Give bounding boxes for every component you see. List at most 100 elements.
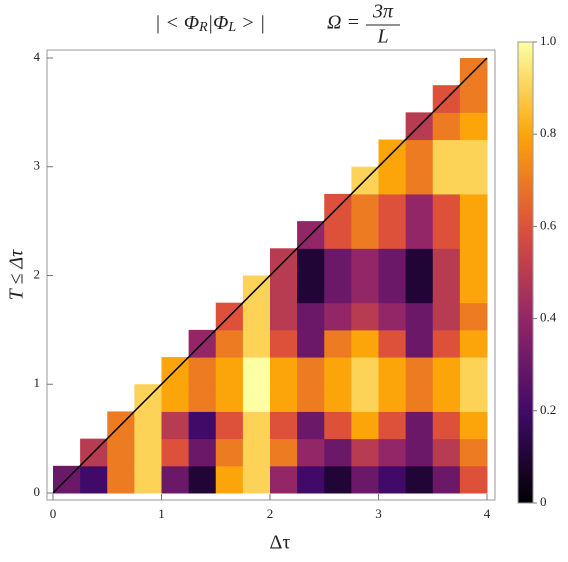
heat-cell — [324, 329, 352, 358]
heat-cell — [188, 411, 217, 440]
heat-cell — [432, 193, 461, 222]
heat-cell — [378, 438, 407, 467]
heat-cell — [405, 411, 434, 440]
heat-cell — [215, 384, 244, 412]
heat-cell — [270, 465, 298, 494]
heat-cell — [270, 329, 298, 358]
heat-cell — [188, 438, 217, 467]
heat-cell — [459, 329, 488, 358]
heat-cell — [351, 302, 379, 331]
title-piece: | < Φ — [155, 12, 199, 34]
heat-cell — [297, 329, 325, 358]
title-piece: > | — [236, 12, 265, 34]
heat-cell — [405, 438, 434, 467]
heat-cell — [459, 112, 488, 141]
heat-cell — [432, 411, 461, 440]
heat-cell — [351, 411, 379, 440]
heat-cell — [215, 438, 244, 467]
heat-cell — [378, 221, 407, 249]
heat-cell — [351, 275, 379, 304]
heat-cell — [324, 384, 352, 412]
heat-cell — [378, 302, 407, 331]
heat-cell — [161, 438, 190, 467]
colorbar-tick-label: 0 — [540, 494, 547, 509]
heat-cell — [270, 438, 298, 467]
heat-cell — [378, 384, 407, 412]
heat-cell — [188, 357, 217, 385]
heat-cell — [297, 275, 325, 304]
heat-cell — [270, 275, 298, 304]
heat-cell — [324, 248, 352, 276]
chart-title: | < ΦR|ΦL > | — [155, 12, 265, 36]
heat-cell — [351, 384, 379, 412]
title-piece: R — [198, 20, 208, 35]
heat-cell — [324, 465, 352, 494]
heat-cell — [432, 465, 461, 494]
heat-cell — [405, 275, 434, 304]
heat-cell — [242, 357, 271, 385]
heat-cell — [270, 411, 298, 440]
heat-cell — [405, 465, 434, 494]
y-tick-label: 1 — [34, 375, 41, 390]
heat-cell — [324, 411, 352, 440]
heat-cell — [405, 248, 434, 276]
heat-cell — [242, 384, 271, 412]
heat-cell — [161, 465, 190, 494]
heat-cell — [134, 438, 162, 467]
x-axis-label: Δτ — [270, 532, 291, 554]
heat-cell — [242, 465, 271, 494]
heat-cell — [351, 329, 379, 358]
y-tick-label: 3 — [34, 158, 41, 173]
heat-cell — [351, 221, 379, 249]
diagonal-edge — [52, 57, 488, 494]
heat-cell — [351, 193, 379, 222]
heat-cell — [378, 357, 407, 385]
colorbar-tick-label: 0.2 — [540, 402, 556, 417]
x-tick-label: 1 — [158, 506, 165, 521]
heat-cell — [459, 302, 488, 331]
heat-cell — [215, 357, 244, 385]
heat-cell — [459, 438, 488, 467]
annotation-denominator: L — [376, 26, 388, 48]
heat-cell — [405, 166, 434, 195]
heat-cell — [107, 465, 135, 494]
heat-cell — [432, 357, 461, 385]
heat-cell — [378, 329, 407, 358]
heat-cell — [432, 302, 461, 331]
heat-cell — [405, 139, 434, 168]
y-axis-label: T ≤ Δτ — [6, 249, 28, 300]
heat-cell — [378, 193, 407, 222]
heat-cell — [378, 166, 407, 195]
y-tick-label: 0 — [34, 484, 41, 499]
heat-cell — [324, 221, 352, 249]
heat-cell — [432, 166, 461, 195]
heat-cell — [432, 275, 461, 304]
heat-cell — [215, 329, 244, 358]
heat-cell — [270, 302, 298, 331]
heat-cell — [459, 139, 488, 168]
heat-cell — [324, 275, 352, 304]
heat-cell — [459, 384, 488, 412]
x-tick-label: 0 — [50, 506, 57, 521]
heat-cell — [324, 302, 352, 331]
colorbar — [517, 41, 534, 504]
title-piece: |Φ — [208, 12, 229, 34]
heat-cell — [215, 465, 244, 494]
heat-cell — [270, 357, 298, 385]
heat-cell — [432, 112, 461, 141]
heat-cell — [405, 221, 434, 249]
heat-cell — [242, 411, 271, 440]
heat-cell — [351, 357, 379, 385]
heat-cell — [432, 248, 461, 276]
colorbar-tick-label: 1.0 — [540, 33, 556, 48]
heat-cell — [351, 248, 379, 276]
heat-cell — [297, 438, 325, 467]
heat-cell — [161, 384, 190, 412]
heat-cell — [405, 193, 434, 222]
heat-cell — [459, 85, 488, 113]
annotation-numerator: 3π — [372, 1, 394, 23]
heat-cell — [297, 357, 325, 385]
heat-cell — [378, 411, 407, 440]
heat-cell — [188, 465, 217, 494]
